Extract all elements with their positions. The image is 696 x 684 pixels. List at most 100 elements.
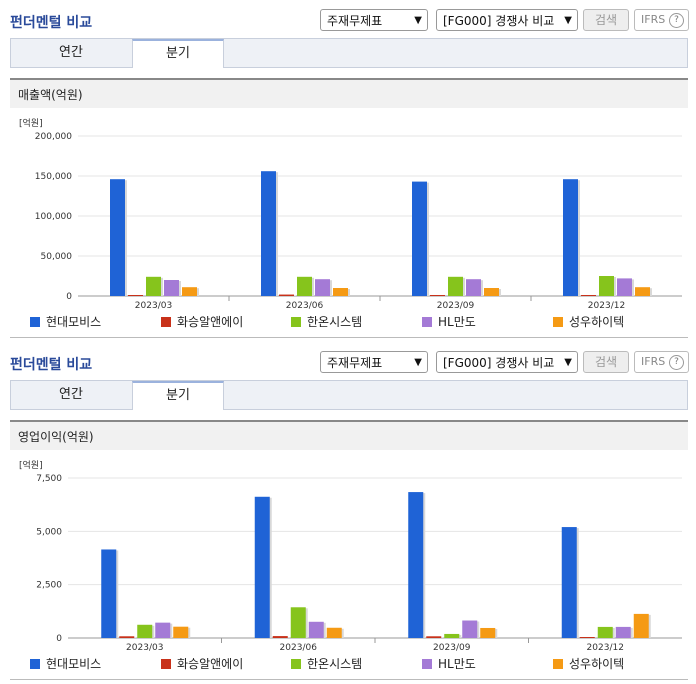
legend-item[interactable]: 현대모비스	[30, 313, 101, 330]
tab-quarterly[interactable]: 분기	[132, 39, 224, 68]
bar	[155, 622, 171, 638]
search-button[interactable]: 검색	[583, 9, 629, 31]
legend-item[interactable]: HL만도	[422, 313, 476, 330]
x-tick-label: 2023/03	[126, 643, 163, 653]
x-tick-label: 2023/12	[588, 301, 625, 311]
fundamental-panel-1: 펀더멘털 비교 주재무제표 ▼ [FG000] 경쟁사 비교 ▼ 검색 IFRS…	[0, 0, 696, 338]
bar	[484, 288, 499, 296]
legend-item[interactable]: 한온시스템	[291, 313, 362, 330]
y-tick-label: 50,000	[41, 252, 73, 262]
bar	[444, 633, 460, 638]
legend-swatch	[422, 317, 432, 327]
legend-swatch	[161, 659, 171, 669]
y-tick-label: 5,000	[36, 527, 62, 537]
legend-label: 성우하이텍	[569, 657, 625, 671]
legend-label: 현대모비스	[46, 315, 102, 329]
ifrs-button[interactable]: IFRS ?	[634, 351, 689, 373]
bar	[137, 624, 153, 638]
bar	[119, 636, 135, 638]
x-tick-label: 2023/03	[135, 301, 172, 311]
legend-swatch	[422, 659, 432, 669]
bar	[563, 179, 578, 296]
period-tabs: 연간 분기	[10, 38, 688, 68]
panel-title: 펀더멘털 비교	[10, 357, 93, 373]
legend-item[interactable]: 현대모비스	[30, 655, 101, 672]
bar	[182, 287, 197, 296]
statement-select[interactable]: 주재무제표 ▼	[320, 351, 428, 373]
y-tick-label: 150,000	[35, 172, 72, 182]
legend-item[interactable]: 화승알앤에이	[161, 313, 243, 330]
peer-select[interactable]: [FG000] 경쟁사 비교 ▼	[436, 351, 578, 373]
legend-swatch	[553, 659, 563, 669]
tab-annual[interactable]: 연간	[59, 387, 83, 402]
x-tick-label: 2023/09	[433, 643, 471, 653]
bar	[272, 636, 288, 638]
legend-item[interactable]: HL만도	[422, 655, 476, 672]
bar	[635, 287, 650, 296]
bar	[308, 621, 324, 638]
legend-swatch	[161, 317, 171, 327]
bar	[430, 295, 445, 296]
x-tick-label: 2023/12	[587, 643, 624, 653]
y-tick-label: 7,500	[36, 474, 62, 484]
panel-header: 펀더멘털 비교 주재무제표 ▼ [FG000] 경쟁사 비교 ▼ 검색 IFRS…	[0, 0, 696, 38]
ifrs-label: IFRS	[641, 355, 666, 368]
statement-select[interactable]: 주재무제표 ▼	[320, 9, 428, 31]
bar	[315, 279, 330, 296]
tab-annual[interactable]: 연간	[59, 45, 83, 60]
ifrs-button[interactable]: IFRS ?	[634, 9, 689, 31]
peer-select-value: [FG000] 경쟁사 비교	[443, 14, 555, 28]
help-icon: ?	[669, 355, 684, 370]
bar	[290, 607, 306, 638]
legend-label: 현대모비스	[46, 657, 102, 671]
peer-select-value: [FG000] 경쟁사 비교	[443, 356, 555, 370]
peer-select[interactable]: [FG000] 경쟁사 비교 ▼	[436, 9, 578, 31]
bar	[254, 496, 270, 638]
bar	[326, 627, 342, 638]
bar	[633, 613, 649, 638]
operating-profit-chart: [억원] 0 2,500 5,000 7,500 2023/03 2023/06 2023/0…	[19, 459, 682, 653]
legend-swatch	[291, 317, 301, 327]
bar	[617, 278, 632, 296]
unit-label: [억원]	[19, 459, 43, 471]
bar	[146, 276, 161, 296]
bar	[426, 636, 442, 638]
unit-label: [억원]	[19, 117, 43, 129]
section-header: 영업이익(억원)	[10, 420, 688, 450]
legend-label: 성우하이텍	[569, 315, 625, 329]
bar	[466, 279, 481, 296]
bar	[261, 171, 276, 296]
bar	[164, 280, 179, 296]
bar	[462, 620, 478, 638]
legend-item[interactable]: 한온시스템	[291, 655, 362, 672]
x-tick-label: 2023/06	[286, 301, 324, 311]
legend-item[interactable]: 화승알앤에이	[161, 655, 243, 672]
legend-item[interactable]: 성우하이텍	[553, 313, 624, 330]
help-icon: ?	[669, 13, 684, 28]
chevron-down-icon: ▼	[564, 15, 572, 26]
chevron-down-icon: ▼	[414, 15, 422, 26]
bar	[333, 288, 348, 296]
bar	[581, 295, 596, 296]
bar	[480, 627, 496, 638]
statement-select-value: 주재무제표	[327, 14, 383, 28]
chevron-down-icon: ▼	[414, 357, 422, 368]
x-tick-label: 2023/09	[437, 301, 475, 311]
bar	[279, 294, 294, 296]
search-button[interactable]: 검색	[583, 351, 629, 373]
y-tick-label: 0	[56, 634, 62, 644]
section-title: 영업이익(억원)	[18, 430, 94, 444]
period-tabs: 연간 분기	[10, 380, 688, 410]
y-tick-label: 200,000	[35, 132, 72, 142]
legend-swatch	[30, 659, 40, 669]
x-tick-label: 2023/06	[280, 643, 318, 653]
tab-quarterly[interactable]: 분기	[132, 381, 224, 410]
bar	[599, 276, 614, 296]
legend-item[interactable]: 성우하이텍	[553, 655, 624, 672]
legend-swatch	[291, 659, 301, 669]
y-tick-label: 100,000	[35, 212, 72, 222]
bar	[408, 492, 424, 638]
bar	[101, 549, 117, 638]
section-header: 매출액(억원)	[10, 78, 688, 108]
ifrs-label: IFRS	[641, 13, 666, 26]
